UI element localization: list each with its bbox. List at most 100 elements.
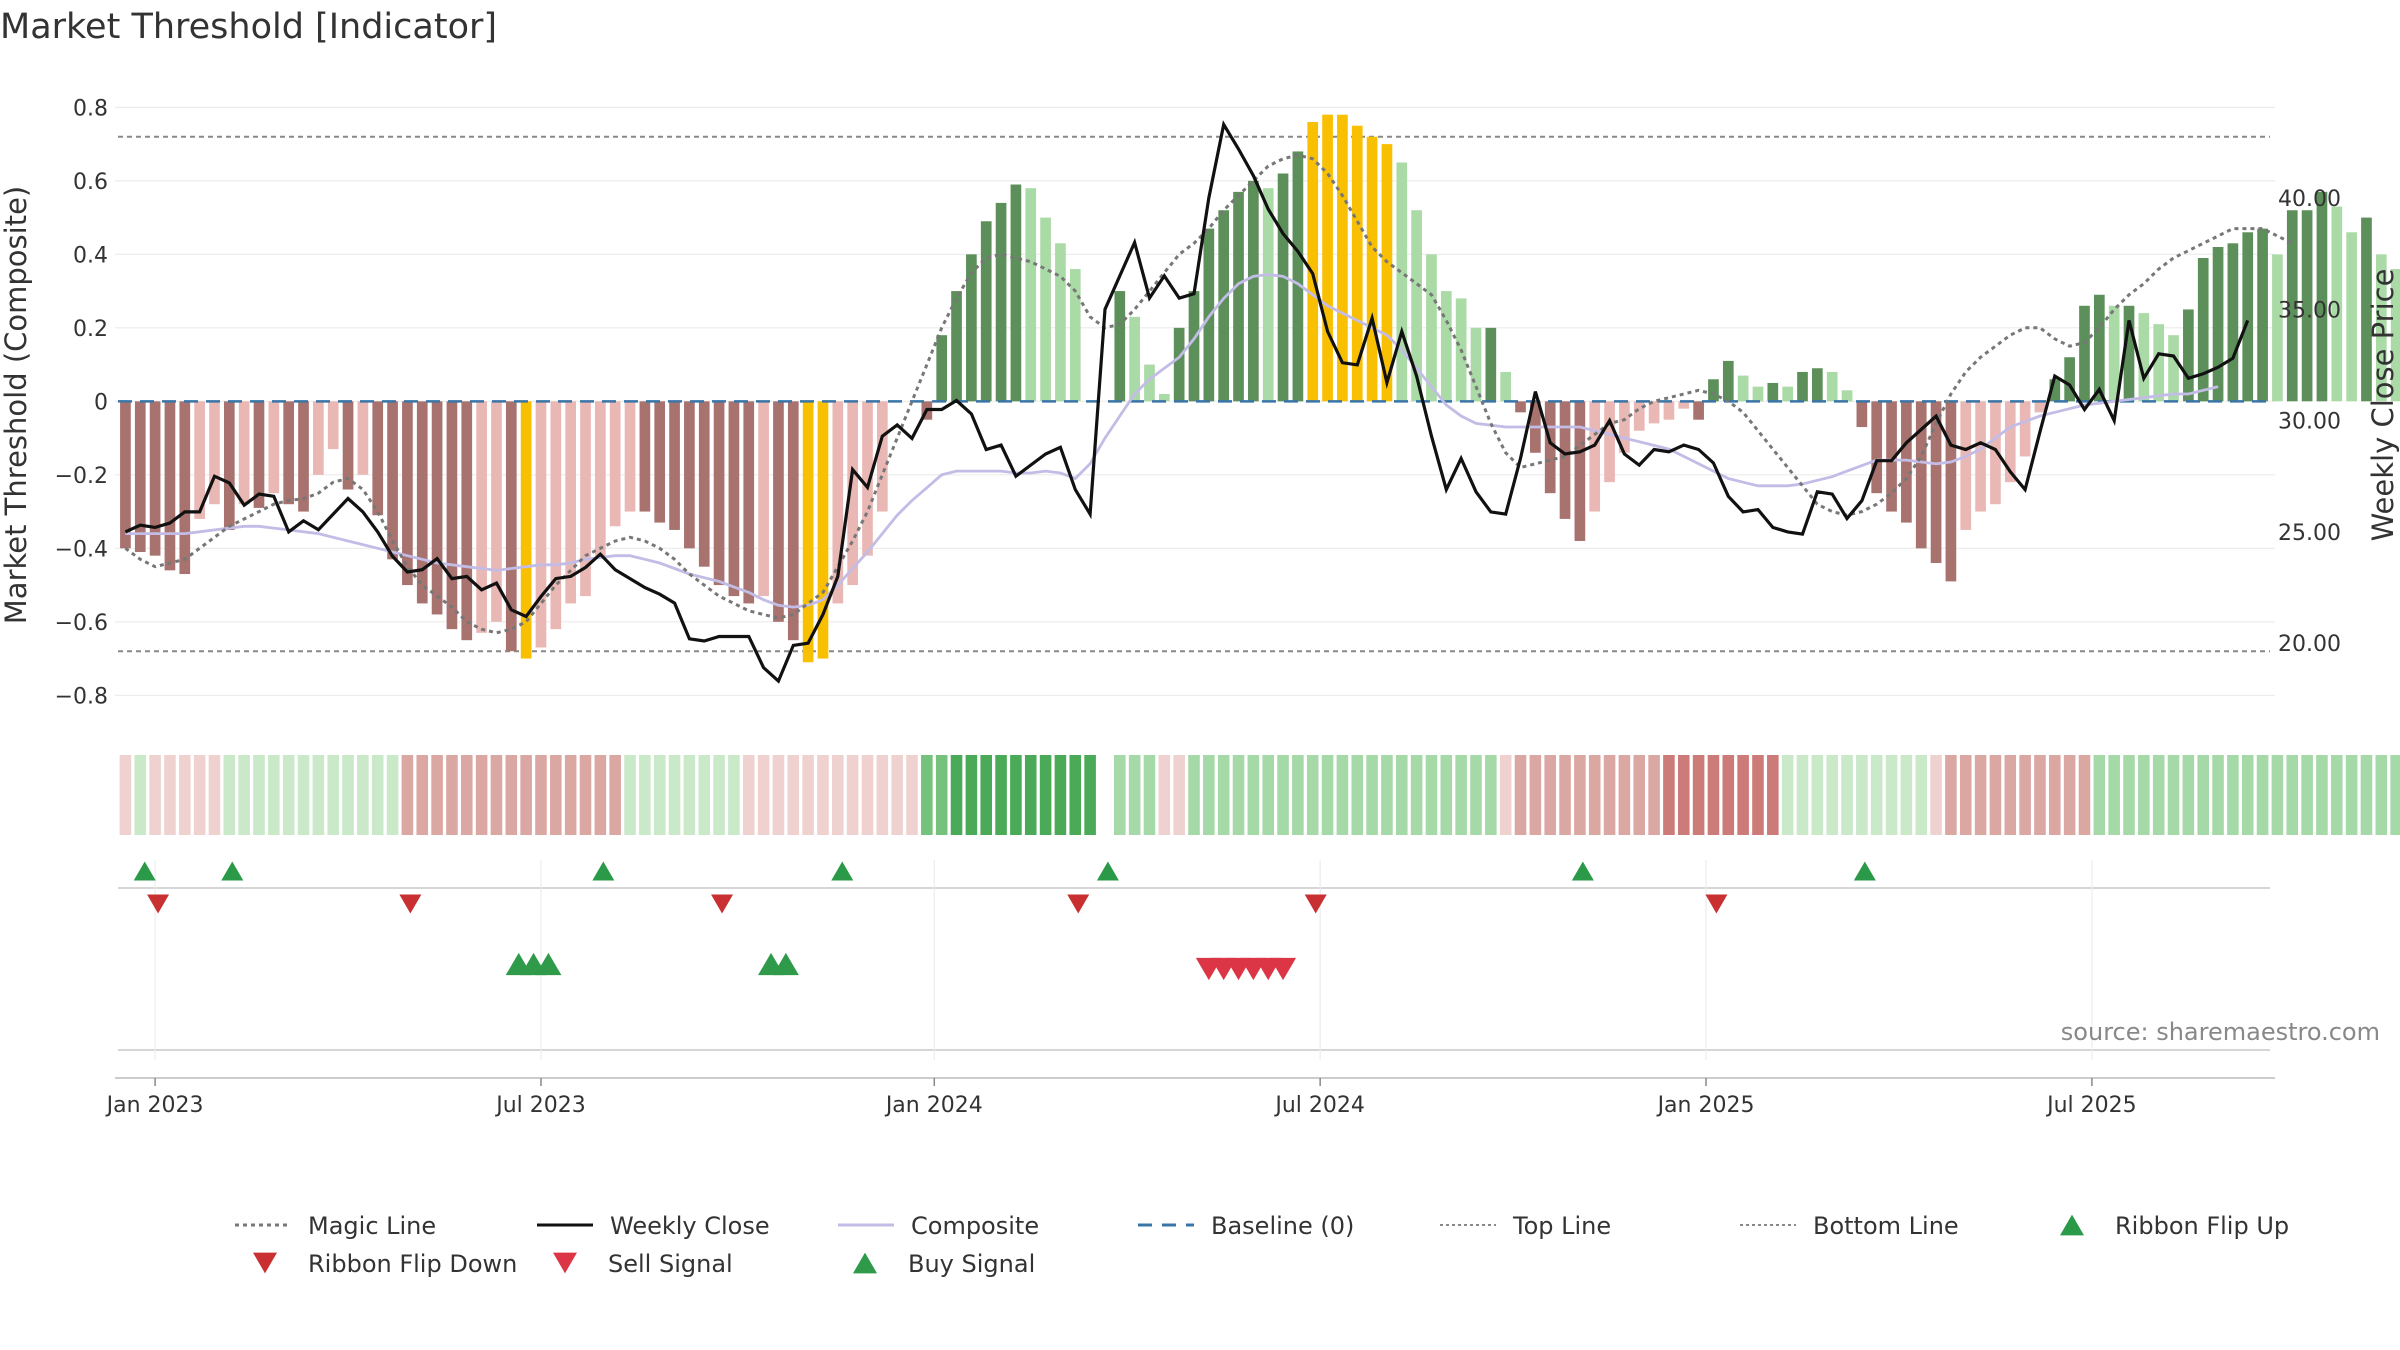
ribbon-cell-20 bbox=[416, 755, 429, 835]
composite-bar-99 bbox=[1589, 401, 1601, 512]
ribbon-cell-123 bbox=[1945, 755, 1957, 835]
composite-bar-111 bbox=[1767, 382, 1779, 402]
legend-label-4: Top Line bbox=[1512, 1212, 1611, 1240]
ribbon-cell-72 bbox=[1188, 755, 1200, 835]
ribbon-cell-133 bbox=[2093, 755, 2106, 835]
ribbon-cell-5 bbox=[193, 755, 206, 835]
ribbon-cell-102 bbox=[1633, 755, 1646, 835]
composite-bar-139 bbox=[2183, 309, 2194, 402]
buy-signal-2 bbox=[535, 952, 562, 976]
ribbon-flip-down-0 bbox=[147, 894, 170, 914]
ribbon-cell-136 bbox=[2138, 755, 2150, 835]
composite-bar-9 bbox=[253, 401, 265, 508]
signal-markers bbox=[118, 860, 2270, 1060]
ribbon-cell-31 bbox=[579, 755, 592, 835]
ribbon-flip-up-6 bbox=[1853, 861, 1876, 881]
composite-bar-97 bbox=[1559, 401, 1571, 519]
composite-bar-30 bbox=[565, 401, 577, 604]
ribbon-cell-59 bbox=[995, 755, 1007, 835]
ribbon-cell-128 bbox=[2019, 755, 2031, 835]
composite-bar-148 bbox=[2316, 191, 2328, 402]
composite-bar-12 bbox=[298, 401, 309, 512]
ribbon-cell-28 bbox=[535, 755, 547, 835]
composite-bar-26 bbox=[505, 401, 517, 652]
ribbon-cell-138 bbox=[2167, 755, 2180, 835]
ribbon-cell-71 bbox=[1173, 755, 1185, 835]
legend-swatch-9 bbox=[853, 1252, 877, 1274]
ribbon-cell-129 bbox=[2034, 755, 2046, 835]
right-tick-label-0: 40.00 bbox=[2278, 187, 2341, 212]
composite-bar-37 bbox=[669, 401, 680, 530]
composite-bar-149 bbox=[2331, 206, 2343, 402]
ribbon-flip-up-5 bbox=[1571, 861, 1594, 881]
left-tick-label-8: −0.8 bbox=[55, 684, 108, 709]
ribbon-cell-11 bbox=[282, 755, 295, 835]
ribbon-cell-79 bbox=[1292, 755, 1304, 835]
trend-ribbon bbox=[119, 755, 2400, 835]
ribbon-cell-82 bbox=[1336, 755, 1349, 835]
ribbon-cell-49 bbox=[846, 755, 859, 835]
ribbon-cell-124 bbox=[1959, 755, 1972, 835]
legend-label-2: Composite bbox=[911, 1212, 1039, 1240]
composite-bar-14 bbox=[327, 401, 339, 450]
left-tick-label-6: −0.4 bbox=[55, 537, 108, 562]
composite-bar-119 bbox=[1886, 401, 1897, 512]
legend-item-0: Magic Line bbox=[235, 1212, 436, 1240]
composite-bar-137 bbox=[2153, 324, 2165, 402]
composite-bar-35 bbox=[639, 401, 651, 512]
ribbon-cell-109 bbox=[1737, 755, 1749, 835]
sell-signal-5 bbox=[1270, 957, 1297, 981]
ribbon-cell-90 bbox=[1455, 755, 1467, 835]
ribbon-cell-7 bbox=[223, 755, 236, 835]
composite-bar-84 bbox=[1366, 136, 1378, 402]
composite-bar-87 bbox=[1411, 210, 1422, 402]
ribbon-cell-3 bbox=[164, 755, 176, 835]
ribbon-cell-9 bbox=[253, 755, 265, 835]
ribbon-cell-118 bbox=[1870, 755, 1883, 835]
composite-bar-25 bbox=[491, 401, 502, 622]
left-axis-label: Market Threshold (Composite) bbox=[0, 186, 33, 624]
composite-bar-18 bbox=[387, 401, 398, 560]
legend-swatch-8 bbox=[553, 1252, 577, 1274]
ribbon-cell-140 bbox=[2197, 755, 2210, 835]
composite-bar-80 bbox=[1307, 122, 1319, 402]
legend: Magic Line Weekly Close Composite Baseline … bbox=[235, 1212, 2289, 1278]
ribbon-cell-64 bbox=[1069, 755, 1082, 835]
composite-bar-104 bbox=[1663, 401, 1675, 420]
composite-bar-64 bbox=[1069, 269, 1081, 402]
composite-bar-150 bbox=[2346, 232, 2357, 402]
ribbon-cell-23 bbox=[460, 755, 473, 835]
ribbon-cell-100 bbox=[1603, 755, 1616, 835]
composite-bar-109 bbox=[1737, 375, 1749, 402]
ribbon-cell-66 bbox=[1099, 755, 1111, 835]
ribbon-flip-up-4 bbox=[1096, 861, 1119, 881]
ribbon-cell-46 bbox=[802, 755, 814, 835]
ribbon-cell-17 bbox=[371, 755, 384, 835]
ribbon-cell-33 bbox=[609, 755, 621, 835]
legend-item-2: Composite bbox=[838, 1212, 1039, 1240]
ribbon-cell-76 bbox=[1247, 755, 1260, 835]
composite-bar-117 bbox=[1856, 401, 1868, 428]
composite-bar-7 bbox=[223, 401, 235, 530]
ribbon-cell-113 bbox=[1796, 755, 1809, 835]
composite-bar-141 bbox=[2212, 246, 2224, 402]
right-tick-label-4: 20.00 bbox=[2278, 632, 2341, 657]
composite-bar-105 bbox=[1678, 401, 1690, 409]
ribbon-flip-down-5 bbox=[1705, 894, 1728, 914]
composite-bar-51 bbox=[876, 401, 888, 512]
ribbon-cell-81 bbox=[1321, 755, 1334, 835]
composite-bar-24 bbox=[476, 401, 487, 633]
ribbon-cell-141 bbox=[2212, 755, 2224, 835]
ribbon-cell-119 bbox=[1885, 755, 1898, 835]
ribbon-cell-112 bbox=[1781, 755, 1794, 835]
chart-title: Market Threshold [Indicator] bbox=[0, 7, 497, 47]
ribbon-cell-92 bbox=[1485, 755, 1497, 835]
composite-bar-72 bbox=[1188, 291, 1200, 402]
composite-bar-71 bbox=[1173, 327, 1185, 402]
composite-bar-96 bbox=[1544, 401, 1556, 494]
composite-bar-55 bbox=[936, 335, 948, 402]
legend-item-1: Weekly Close bbox=[537, 1212, 770, 1240]
composite-bar-140 bbox=[2197, 258, 2209, 402]
ribbon-cell-80 bbox=[1306, 755, 1319, 835]
composite-bar-46 bbox=[802, 401, 814, 663]
